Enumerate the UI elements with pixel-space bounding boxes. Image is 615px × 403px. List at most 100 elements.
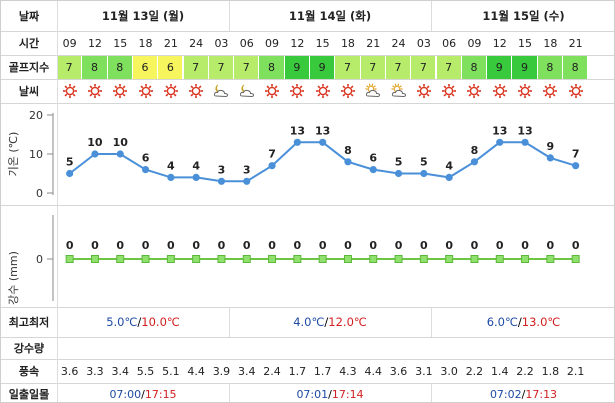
sun-icon	[189, 84, 204, 98]
sun-icon	[340, 84, 355, 98]
temperature-data-label: 4	[192, 159, 200, 172]
temperature-point	[243, 177, 251, 185]
golf-index-cell: 7	[183, 56, 209, 79]
day-divider	[229, 1, 230, 31]
sun-icon	[437, 79, 462, 103]
precipitation-data-label: 0	[91, 239, 99, 252]
precipitation-data-label: 0	[395, 239, 403, 252]
golf-index-cell: 9	[310, 56, 336, 79]
date-row-label: 날짜	[18, 10, 40, 23]
golf-index-cell: 7	[57, 56, 83, 79]
sunrise-time: 07:01	[296, 387, 329, 401]
minmax-day2: 4.0℃/12.0℃	[229, 307, 431, 337]
row-divider	[1, 383, 614, 384]
wind-cell: 3.6	[60, 364, 79, 378]
hour-cell: 24	[391, 36, 406, 50]
hour-cell: 24	[189, 36, 204, 50]
wind-cell: 3.4	[111, 364, 129, 378]
wind-cell: 1.4	[490, 364, 509, 378]
wind-cell: 1.7	[313, 364, 332, 378]
day-header: 11월 15일 (수)	[482, 9, 565, 23]
sun-icon	[416, 84, 431, 98]
precipitation-data-label: 0	[294, 239, 302, 252]
day-divider	[431, 383, 432, 402]
time-row-label: 시간	[18, 37, 40, 50]
separator: /	[521, 387, 526, 401]
hour-cell: 12	[492, 36, 507, 50]
sun-icon	[538, 79, 563, 103]
temperature-data-label: 7	[268, 148, 276, 161]
golf-index-cell: 7	[411, 56, 437, 79]
temperature-data-label: 4	[445, 159, 453, 172]
minmax-row-label: 최고최저	[8, 316, 50, 329]
temperature-point	[546, 154, 554, 162]
temperature-data-label: 7	[572, 148, 580, 161]
precipitation-data-label: 0	[218, 239, 226, 252]
hour-cell: 09	[265, 36, 280, 50]
sun-icon	[158, 79, 183, 103]
precipitation-point	[268, 255, 277, 263]
hour-cell: 18	[543, 36, 558, 50]
temperature-data-label: 5	[420, 156, 428, 169]
hour-cell: 03	[214, 36, 229, 50]
day-header: 11월 13일 (월)	[101, 9, 185, 23]
wind-cell: 5.1	[162, 364, 180, 378]
golf-index-cell: 8	[461, 56, 488, 79]
precipitation-point	[192, 255, 201, 263]
temperature-point	[319, 138, 327, 146]
golf-index-cell: 7	[360, 56, 386, 79]
wind-cell: 3.9	[212, 364, 231, 378]
column-divider	[57, 1, 58, 402]
wind-cell: 2.2	[465, 364, 484, 378]
hour-cell: 15	[518, 36, 533, 50]
temperature-point	[167, 173, 175, 181]
precipitation-point	[445, 255, 454, 263]
precipitation-data-label: 0	[471, 239, 479, 252]
y-axis-label: 강수 (mm)	[7, 251, 20, 305]
wind-cell: 3.0	[440, 364, 458, 378]
hour-cell: 12	[290, 36, 305, 50]
temperature-chart: 기온 (℃) 0 10 20 5 10 10 6 4 4 3 3 7 13 13 8 6 5 5 4 8 13 13 9 7	[7, 109, 580, 200]
hour-cell: 18	[138, 36, 153, 50]
sun-icon	[184, 79, 209, 103]
wind-cell: 3.6	[389, 364, 408, 378]
precipitation-data-label: 0	[344, 239, 352, 252]
sun-icon	[563, 79, 588, 103]
y-axis-label: 기온 (℃)	[7, 132, 20, 177]
y-tick-label: 20	[29, 109, 43, 122]
wind-cell: 5.5	[136, 364, 155, 378]
precipitation-point	[369, 255, 378, 263]
precipitation-data-label: 0	[66, 239, 74, 252]
temperature-data-label: 6	[142, 152, 150, 165]
hour-cell: 21	[568, 36, 583, 50]
precipitation-point	[546, 255, 555, 263]
sun-icon	[133, 79, 158, 103]
sun-icon	[462, 79, 487, 103]
temperature-data-label: 13	[290, 124, 305, 137]
temperature-data-label: 8	[471, 144, 479, 157]
sun-icon	[543, 84, 558, 98]
temperature-data-label: 6	[369, 152, 377, 165]
y-tick-label: 0	[36, 187, 43, 200]
hour-cell: 09	[62, 36, 77, 50]
temperature-point	[293, 138, 301, 146]
wind-cell: 3.1	[415, 364, 433, 378]
day-divider	[229, 383, 230, 402]
precipitation-point	[521, 255, 530, 263]
wind-cell: 4.4	[187, 364, 205, 378]
sun-icon	[310, 79, 335, 103]
sun-icon	[87, 84, 102, 98]
precipitation-data-label: 0	[445, 239, 453, 252]
golf-index-row-label: 골프지수	[8, 61, 50, 74]
sun-icon	[57, 79, 82, 103]
partly-cloudy-icon	[234, 79, 259, 103]
precipitation-data-label: 0	[547, 239, 555, 252]
golf-index-cell: 8	[537, 56, 563, 79]
temperature-point	[217, 177, 226, 185]
precipitation-data-label: 0	[572, 239, 580, 252]
wind-cell: 3.3	[86, 364, 104, 378]
precipitation-data-label: 0	[268, 239, 276, 252]
precipitation-data-label: 0	[369, 239, 377, 252]
wind-cell: 4.3	[339, 364, 357, 378]
